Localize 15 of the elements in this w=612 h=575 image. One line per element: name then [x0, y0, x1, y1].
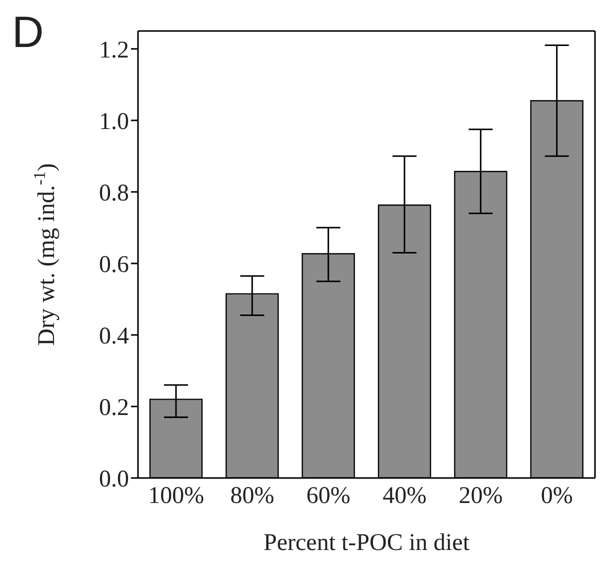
y-tick-label: 0.0	[99, 466, 129, 493]
x-tick-label: 60%	[306, 483, 350, 510]
y-tick-label: 0.8	[99, 180, 129, 206]
y-tick-label: 0.4	[99, 323, 129, 350]
x-axis-title: Percent t-POC in diet	[264, 530, 470, 556]
y-tick-label: 1.2	[99, 37, 129, 64]
x-tick-label: 20%	[458, 483, 503, 510]
text: D	[12, 8, 44, 58]
y-tick-label: 0.6	[99, 252, 129, 278]
y-tick-label: 0.2	[99, 395, 129, 421]
x-tick-label: 100%	[148, 483, 204, 510]
x-tick-label: 80%	[230, 483, 274, 510]
x-tick-label: 0%	[540, 483, 573, 510]
x-tick-label: 40%	[382, 483, 427, 510]
y-tick-label: 1.0	[99, 108, 129, 135]
